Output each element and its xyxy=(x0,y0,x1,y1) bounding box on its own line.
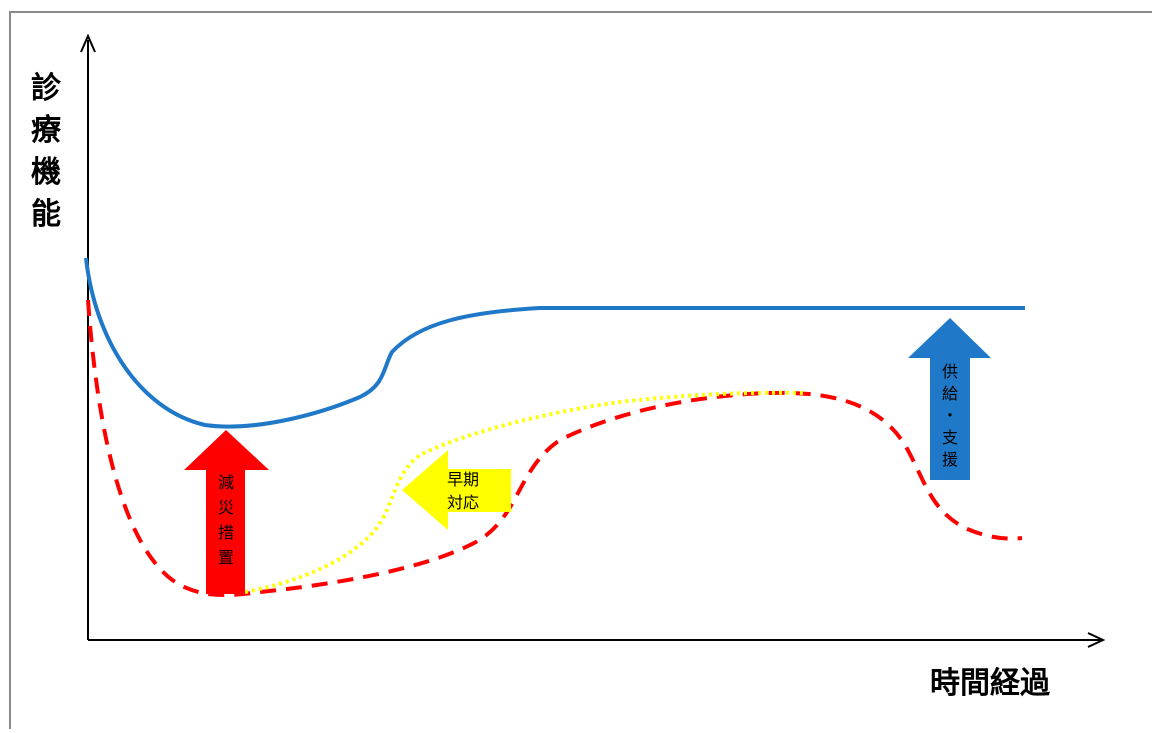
mitigation-arrow xyxy=(184,430,269,594)
early-response-label-line-1: 早期 xyxy=(447,470,479,489)
y-axis-label-char-3: 機 xyxy=(31,155,61,190)
yellow-dotted-curve xyxy=(244,390,806,594)
mitigation-arrow-label-char-1: 減 xyxy=(218,473,234,492)
supply-support-arrow xyxy=(908,318,991,480)
x-axis-arrowhead xyxy=(1087,632,1106,648)
supply-support-label-char-2: 給 xyxy=(942,384,958,403)
blue-solid-curve xyxy=(84,257,1025,429)
red-dashed-curve xyxy=(86,299,1023,598)
y-axis-label-char-2: 療 xyxy=(31,113,61,148)
mitigation-arrow-label-char-3: 措 xyxy=(218,523,234,542)
mitigation-arrow-label-char-4: 置 xyxy=(218,548,234,567)
early-response-label-line-2: 対応 xyxy=(447,493,479,512)
supply-support-label-char-5: 援 xyxy=(942,450,958,469)
mitigation-arrow-label-char-2: 災 xyxy=(218,498,234,517)
y-axis-label-char-4: 能 xyxy=(31,197,61,232)
y-axis-label-char-1: 診 xyxy=(31,71,62,106)
supply-support-label-char-4: 支 xyxy=(942,428,958,447)
x-axis-label: 時間経過 xyxy=(930,666,1051,701)
early-response-arrow xyxy=(402,450,511,530)
supply-support-label-char-3: ・ xyxy=(942,406,958,425)
frame-border xyxy=(9,11,1152,729)
y-axis-arrowhead xyxy=(80,33,96,53)
supply-support-label-char-1: 供 xyxy=(942,362,958,381)
